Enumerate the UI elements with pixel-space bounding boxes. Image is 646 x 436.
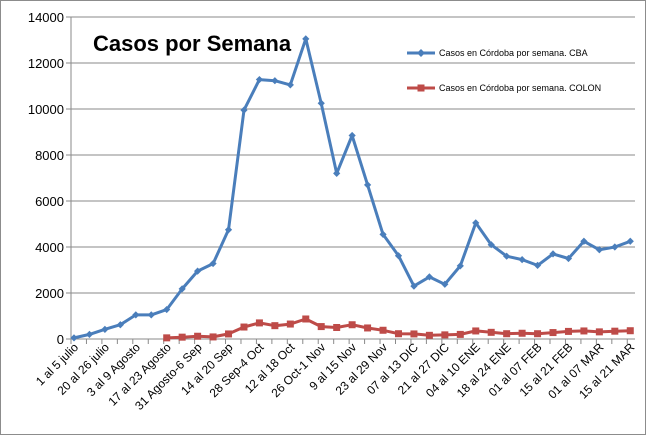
data-point bbox=[101, 325, 109, 333]
data-point bbox=[317, 323, 325, 331]
data-point bbox=[286, 320, 294, 328]
data-point bbox=[549, 250, 557, 258]
data-point bbox=[410, 282, 418, 290]
data-point bbox=[209, 259, 217, 268]
data-point bbox=[533, 261, 542, 269]
data-point bbox=[487, 328, 495, 336]
data-point bbox=[456, 330, 464, 338]
gridlines bbox=[71, 16, 635, 294]
data-point bbox=[348, 321, 356, 329]
data-point bbox=[626, 237, 634, 245]
y-tick-label: 2000 bbox=[35, 286, 64, 301]
data-point bbox=[425, 331, 433, 339]
data-point bbox=[394, 330, 402, 338]
data-series bbox=[70, 35, 634, 342]
legend-label: Casos en Córdoba por semana. COLON bbox=[439, 83, 601, 93]
y-tick-label: 6000 bbox=[35, 194, 64, 209]
data-point bbox=[163, 334, 171, 342]
data-point bbox=[225, 330, 233, 338]
data-point bbox=[271, 77, 279, 85]
y-tick-label: 12000 bbox=[28, 56, 64, 71]
data-point bbox=[209, 333, 217, 341]
data-point bbox=[363, 181, 372, 189]
series-2 bbox=[163, 315, 634, 342]
data-point bbox=[240, 106, 248, 114]
data-point bbox=[194, 332, 202, 340]
data-point bbox=[564, 254, 573, 263]
data-point bbox=[302, 315, 310, 323]
data-point bbox=[564, 327, 572, 335]
legend-item: Casos en Córdoba por semana. CBA bbox=[407, 48, 588, 58]
data-point bbox=[194, 267, 202, 275]
chart-title: Casos por Semana bbox=[93, 31, 292, 56]
data-point bbox=[595, 246, 603, 254]
data-point bbox=[441, 331, 449, 339]
data-point bbox=[224, 226, 233, 234]
data-point bbox=[240, 323, 248, 331]
y-tick-label: 14000 bbox=[28, 10, 64, 25]
data-point bbox=[580, 237, 588, 245]
data-point bbox=[626, 327, 634, 335]
data-point bbox=[116, 321, 124, 329]
data-point bbox=[487, 241, 495, 249]
data-point bbox=[410, 330, 418, 338]
series-1 bbox=[70, 35, 634, 342]
data-point bbox=[611, 327, 619, 335]
data-point bbox=[472, 327, 480, 335]
data-point bbox=[255, 75, 264, 84]
data-point bbox=[518, 256, 526, 264]
data-point bbox=[518, 329, 526, 337]
data-point bbox=[333, 169, 341, 177]
data-point bbox=[317, 99, 325, 107]
data-point bbox=[85, 330, 94, 338]
data-point bbox=[441, 280, 449, 288]
data-point bbox=[163, 305, 171, 314]
data-point bbox=[595, 328, 603, 336]
legend-label: Casos en Córdoba por semana. CBA bbox=[439, 48, 588, 58]
legend-marker bbox=[417, 84, 425, 92]
axes bbox=[70, 17, 635, 340]
data-point bbox=[534, 330, 542, 338]
data-point bbox=[503, 252, 511, 260]
data-point bbox=[302, 35, 310, 43]
data-point bbox=[147, 311, 155, 319]
y-tick-label: 10000 bbox=[28, 102, 64, 117]
data-point bbox=[178, 333, 186, 341]
data-point bbox=[379, 326, 387, 334]
data-point bbox=[178, 285, 186, 293]
y-axis-ticks: 0 2000 4000 6000 8000 10000 12000 14000 bbox=[28, 10, 71, 347]
y-tick-label: 0 bbox=[57, 332, 64, 347]
data-point bbox=[580, 327, 588, 335]
y-tick-label: 4000 bbox=[35, 240, 64, 255]
data-point bbox=[348, 131, 356, 140]
data-point bbox=[472, 219, 480, 227]
y-tick-label: 8000 bbox=[35, 148, 64, 163]
data-point bbox=[549, 329, 557, 337]
data-point bbox=[286, 81, 294, 89]
data-point bbox=[271, 322, 279, 330]
data-point bbox=[394, 252, 403, 260]
data-point bbox=[333, 324, 341, 331]
legend-item: Casos en Córdoba por semana. COLON bbox=[407, 83, 601, 93]
data-point bbox=[611, 243, 619, 251]
data-point bbox=[132, 311, 140, 319]
data-point bbox=[255, 319, 263, 327]
data-point bbox=[425, 273, 433, 281]
legend-marker bbox=[417, 49, 425, 57]
legend: Casos en Córdoba por semana. CBA Casos en… bbox=[407, 48, 601, 93]
data-point bbox=[503, 330, 511, 338]
data-point bbox=[364, 324, 372, 332]
data-point bbox=[379, 230, 387, 238]
data-point bbox=[70, 334, 78, 342]
data-point bbox=[456, 262, 464, 270]
